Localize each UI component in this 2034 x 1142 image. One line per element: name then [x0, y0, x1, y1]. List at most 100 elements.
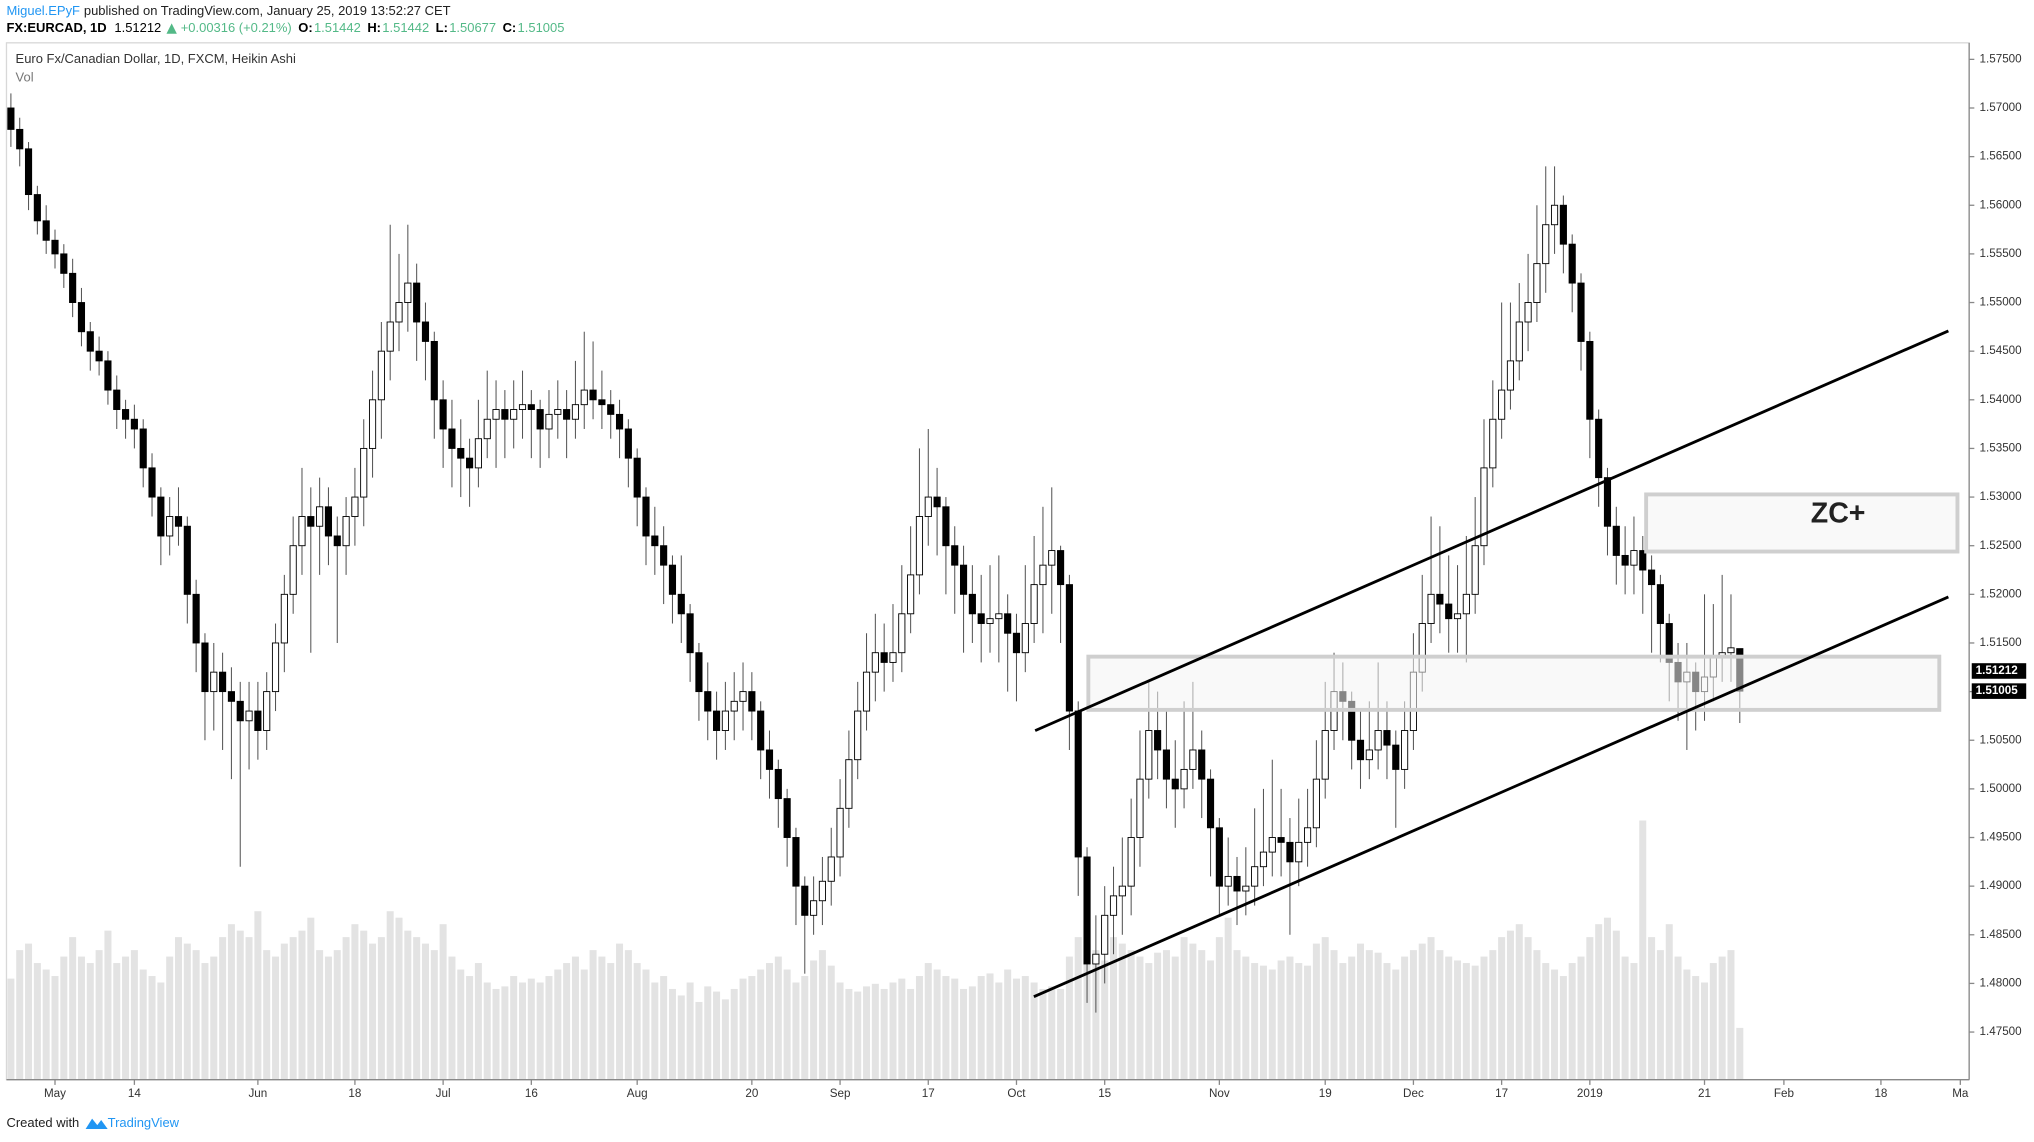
volume-bar — [1171, 956, 1179, 1080]
volume-bar — [1180, 937, 1188, 1080]
y-tick-label: 1.50500 — [1980, 733, 2023, 746]
volume-bar — [563, 963, 571, 1080]
volume-bar — [783, 969, 791, 1080]
volume-bar — [1436, 950, 1444, 1080]
candle-body — [783, 798, 791, 838]
volume-bar — [995, 982, 1003, 1080]
axis-layer: 1.47500 1.48000 1.48500 1.49000 1.49500 1.500… — [44, 52, 2027, 1100]
volume-bar — [430, 950, 438, 1080]
candle-body — [219, 671, 227, 693]
candle-body — [1127, 837, 1135, 887]
candle-body — [563, 409, 571, 420]
volume-bar — [483, 982, 491, 1080]
candle-body — [774, 768, 782, 800]
volume-bar — [713, 991, 721, 1080]
volume-bar — [510, 976, 518, 1080]
candle-body — [395, 302, 403, 323]
header-text: Miguel.EPyF — [6, 3, 80, 18]
volume-bar — [1021, 976, 1029, 1080]
volume-bar — [642, 969, 650, 1080]
volume-bar — [1665, 924, 1673, 1080]
volume-bar — [1612, 930, 1620, 1080]
volume-bar — [1701, 982, 1709, 1080]
volume-bar — [580, 969, 588, 1080]
volume-bar — [1709, 963, 1717, 1080]
volume-bar — [1471, 965, 1479, 1080]
candle-body — [342, 516, 350, 547]
volume-bar — [1215, 937, 1223, 1080]
y-tick-label: 1.51500 — [1980, 636, 2023, 649]
volume-bar — [1286, 956, 1294, 1080]
volume-bar — [413, 937, 421, 1080]
header-text: published on TradingView.com, January 25… — [84, 3, 451, 18]
candle-body — [898, 613, 906, 654]
volume-bar — [25, 943, 33, 1080]
candle-body — [1224, 875, 1232, 887]
candle-body — [633, 457, 641, 498]
candle-body — [368, 399, 377, 449]
volume-bar — [439, 924, 447, 1080]
volume-bar — [1012, 978, 1020, 1080]
candle-body — [386, 321, 394, 352]
candle-body — [889, 652, 897, 663]
candle-body — [695, 652, 703, 693]
volume-bar — [1551, 969, 1559, 1080]
x-tick-label: Jun — [248, 1087, 267, 1100]
candle-body — [1021, 623, 1029, 654]
volume-bar — [607, 963, 615, 1080]
candle-body — [1453, 613, 1462, 620]
drawings: ZC+ — [1033, 329, 1960, 998]
candle-body — [545, 413, 553, 430]
candle-body — [245, 710, 253, 722]
candle-body — [1577, 282, 1585, 342]
volume-bar — [1162, 950, 1170, 1080]
volume-bar — [774, 956, 782, 1080]
candle-body — [271, 642, 280, 693]
candle-body — [157, 496, 165, 537]
volume-bar — [1736, 1027, 1744, 1080]
candle-body — [148, 467, 156, 498]
candle-body — [333, 535, 341, 547]
volume-bar — [1374, 952, 1382, 1080]
trend-line — [1034, 329, 1949, 732]
volume-bar — [739, 978, 747, 1080]
volume-bar — [16, 950, 24, 1080]
candle-body — [289, 545, 297, 595]
candle-body — [183, 525, 191, 595]
volume-bar — [377, 937, 385, 1080]
volume-bar — [492, 988, 500, 1080]
volume-bar — [624, 950, 632, 1080]
volume-label: Vol — [16, 69, 34, 84]
candle-body — [1365, 749, 1373, 761]
volume-bar — [1101, 960, 1109, 1080]
volume-bar — [1674, 956, 1682, 1080]
volume-bar — [386, 911, 394, 1080]
volume-bar — [51, 976, 59, 1080]
candle-body — [915, 516, 924, 576]
candle-body — [351, 496, 359, 517]
volume-bar — [1145, 963, 1153, 1080]
volume-bar — [404, 930, 412, 1080]
volume-bar — [254, 911, 262, 1080]
volume-bar — [1656, 950, 1664, 1080]
candle-body — [1656, 584, 1664, 624]
x-tick-label: Sep — [830, 1087, 851, 1100]
volume-bar — [1718, 956, 1726, 1080]
candle-body — [1603, 477, 1612, 527]
candle-body — [1515, 321, 1523, 362]
volume-bar — [1233, 950, 1241, 1080]
volume-bar — [1727, 950, 1735, 1080]
y-tick-label: 1.53000 — [1980, 490, 2023, 503]
volume-bar — [933, 969, 941, 1080]
candle-body — [421, 321, 430, 342]
candle-body — [1356, 739, 1365, 761]
candle-body — [1630, 550, 1638, 566]
volume-bar — [1207, 960, 1215, 1080]
candle-body — [324, 506, 333, 537]
volume-bar — [33, 963, 41, 1080]
volume-bar — [1074, 937, 1082, 1080]
zone-rectangle — [1086, 654, 1942, 712]
volume-bar — [1383, 963, 1391, 1080]
volume-bar — [272, 956, 280, 1080]
candle-body — [1462, 593, 1470, 615]
